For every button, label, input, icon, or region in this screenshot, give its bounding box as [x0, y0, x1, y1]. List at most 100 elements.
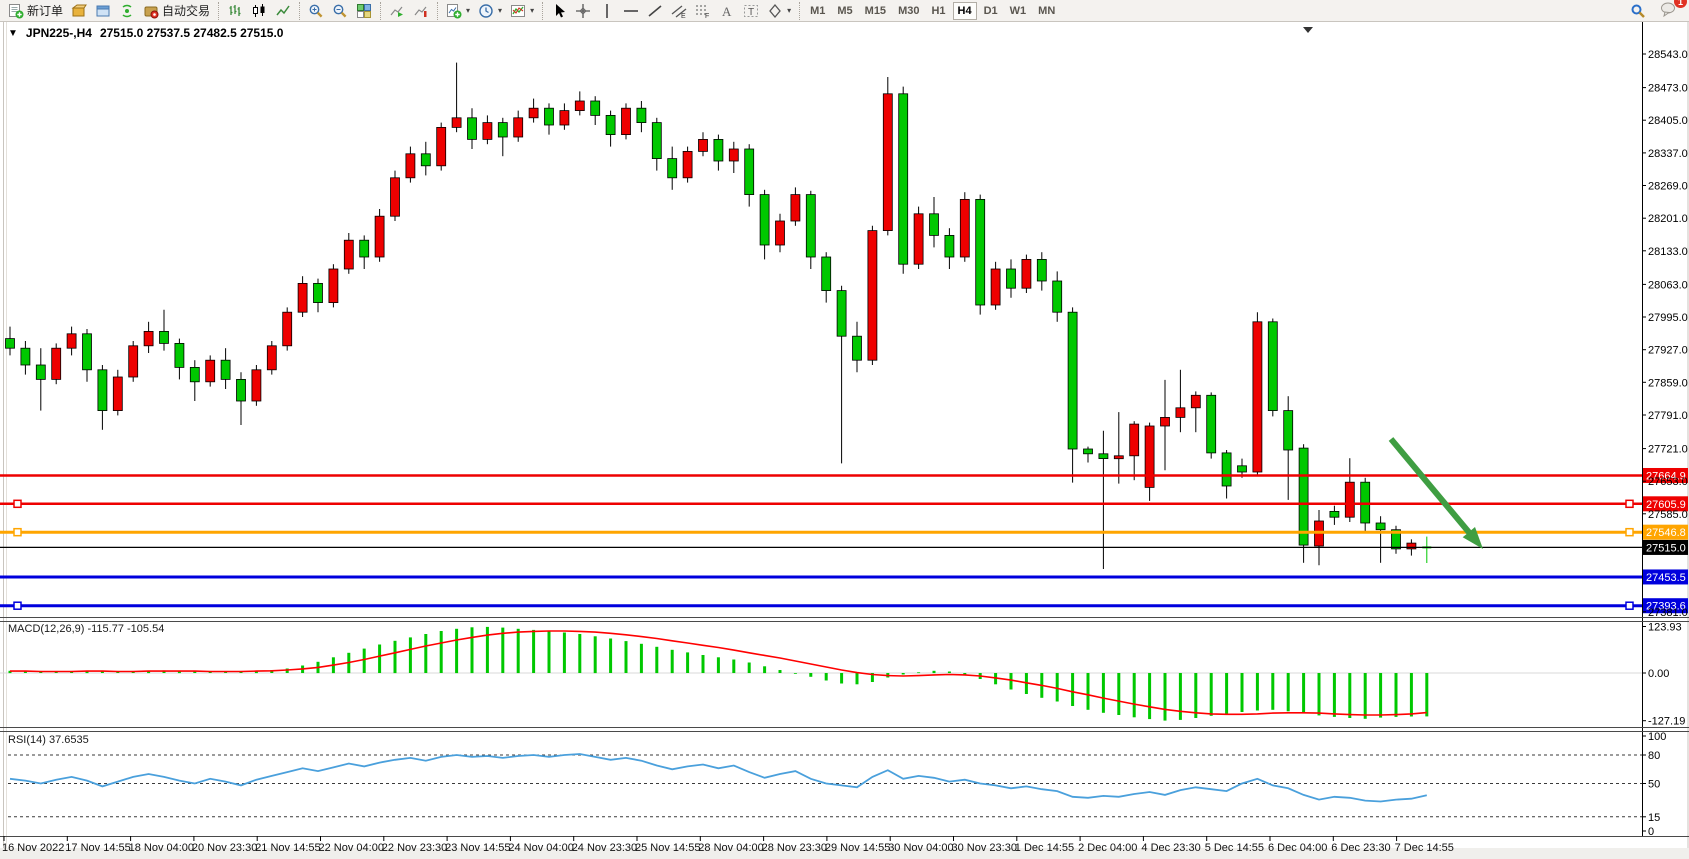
new-chart-button[interactable]: ▾	[442, 1, 474, 21]
bars-chart-button[interactable]	[223, 1, 247, 21]
svg-text:28133.0: 28133.0	[1648, 246, 1688, 258]
svg-text:27453.5: 27453.5	[1646, 572, 1686, 584]
toolbar-separator	[542, 1, 544, 20]
svg-text:25 Nov 14:55: 25 Nov 14:55	[635, 842, 700, 854]
dropdown-caret-icon: ▾	[787, 6, 792, 15]
timeframe-m1[interactable]: M1	[805, 2, 830, 20]
crosshair-button[interactable]	[571, 1, 595, 21]
pane-separator[interactable]	[0, 617, 1689, 622]
line-handle[interactable]	[1625, 499, 1634, 509]
toolbar-separator	[437, 1, 439, 20]
dropdown-caret-icon: ▾	[498, 6, 503, 15]
timeframe-h4[interactable]: H4	[952, 1, 977, 20]
price-lines-layer: 27664.9 27605.9 27546.8 27515.0 27453.5 27393…	[0, 467, 1688, 614]
line-handle[interactable]	[13, 601, 22, 610]
new-order-icon	[8, 3, 24, 19]
svg-text:28201.0: 28201.0	[1648, 213, 1688, 225]
channel-button[interactable]: E	[667, 1, 691, 21]
text-icon: A	[719, 3, 735, 19]
svg-text:-127.19: -127.19	[1648, 716, 1685, 728]
tile-windows-button[interactable]	[352, 1, 376, 21]
candles-layer	[5, 62, 1432, 569]
step-forward-button[interactable]	[385, 1, 409, 21]
pane-separator[interactable]	[0, 727, 1689, 732]
timeframe-m30[interactable]: M30	[893, 2, 924, 20]
svg-text:27393.6: 27393.6	[1646, 601, 1686, 613]
chat-button[interactable]	[1656, 0, 1681, 19]
search-button[interactable]	[1626, 1, 1650, 21]
line-handle[interactable]	[1625, 527, 1634, 537]
svg-text:22 Nov 04:00: 22 Nov 04:00	[319, 842, 384, 854]
chart-ohlc-values: 27515.0 27537.5 27482.5 27515.0	[99, 26, 284, 40]
svg-text:28543.0: 28543.0	[1648, 49, 1688, 61]
rsi-pane: 100 80 50 15 0	[8, 731, 1666, 838]
indicator-list-button[interactable]: ▾	[506, 1, 538, 21]
svg-text:100: 100	[1648, 731, 1666, 743]
toolbar: 新订单 自动交易 ▾ ▾ ▾ E F A T ▾ M1 M5 M15 M30 H1 H4 D1 W1 MN 1	[0, 0, 1689, 22]
svg-text:27653.0: 27653.0	[1648, 476, 1688, 488]
rsi-indicator-label: RSI(14) 37.6535	[8, 734, 89, 746]
line-handle[interactable]	[1625, 601, 1634, 610]
svg-text:A: A	[722, 4, 732, 19]
hline-button[interactable]	[619, 1, 643, 21]
period-icon	[478, 3, 494, 19]
step-end-button[interactable]	[409, 1, 433, 21]
chart-shift-marker-icon	[1303, 27, 1313, 33]
svg-text:1 Dec 14:55: 1 Dec 14:55	[1015, 842, 1074, 854]
window-profile-button[interactable]	[91, 1, 115, 21]
zoom-out-button[interactable]	[328, 1, 352, 21]
period-button[interactable]: ▾	[474, 1, 506, 21]
chart-canvas[interactable]: 27664.9 27605.9 27546.8 27515.0 27453.5 27393…	[0, 22, 1689, 859]
annotation-arrow[interactable]	[1388, 437, 1483, 549]
timeframe-d1[interactable]: D1	[979, 2, 1003, 20]
cursor-button[interactable]	[547, 1, 571, 21]
dropdown-caret-icon: ▾	[466, 6, 471, 15]
one-click-expander-icon[interactable]: ▼	[8, 27, 18, 39]
text-button[interactable]: A	[715, 1, 739, 21]
timeframe-bar: M1 M5 M15 M30 H1 H4 D1 W1 MN	[795, 1, 1061, 20]
bars-chart-icon	[227, 3, 243, 19]
text-label-button[interactable]: T	[739, 1, 763, 21]
line-chart-button[interactable]	[271, 1, 295, 21]
svg-text:21 Nov 14:55: 21 Nov 14:55	[255, 842, 320, 854]
svg-text:27791.0: 27791.0	[1648, 410, 1688, 422]
timeframe-w1[interactable]: W1	[1005, 2, 1032, 20]
fibonacci-button[interactable]: F	[691, 1, 715, 21]
line-handle[interactable]	[13, 499, 22, 509]
svg-text:4 Dec 23:30: 4 Dec 23:30	[1141, 842, 1200, 854]
chart-box-button[interactable]	[67, 1, 91, 21]
svg-text:28063.0: 28063.0	[1648, 279, 1688, 291]
shapes-button[interactable]: ▾	[763, 1, 795, 21]
svg-text:27664.9: 27664.9	[1646, 470, 1686, 482]
trendline-button[interactable]	[643, 1, 667, 21]
timeframe-mn[interactable]: MN	[1033, 2, 1060, 20]
candle-chart-button[interactable]	[247, 1, 271, 21]
svg-text:T: T	[748, 7, 754, 18]
svg-text:27381.0: 27381.0	[1648, 607, 1688, 619]
signal-button[interactable]	[115, 1, 139, 21]
svg-text:28473.0: 28473.0	[1648, 83, 1688, 95]
dropdown-caret-icon: ▾	[530, 6, 535, 15]
svg-text:0: 0	[1648, 826, 1654, 838]
svg-text:20 Nov 23:30: 20 Nov 23:30	[192, 842, 257, 854]
svg-text:24 Nov 04:00: 24 Nov 04:00	[508, 842, 573, 854]
vline-button[interactable]	[595, 1, 619, 21]
autotrade-icon	[143, 3, 159, 19]
line-handle[interactable]	[13, 527, 22, 537]
line-chart-icon	[275, 3, 291, 19]
svg-text:27546.8: 27546.8	[1646, 527, 1686, 539]
step-forward-icon	[389, 3, 405, 19]
zoom-in-button[interactable]	[304, 1, 328, 21]
timeframe-h1[interactable]: H1	[926, 2, 950, 20]
svg-text:27995.0: 27995.0	[1648, 312, 1688, 324]
svg-text:15: 15	[1648, 812, 1660, 824]
autotrade-button[interactable]: 自动交易	[139, 1, 214, 21]
timeframe-m5[interactable]: M5	[832, 2, 857, 20]
svg-text:28269.0: 28269.0	[1648, 181, 1688, 193]
new-order-button[interactable]: 新订单	[4, 1, 67, 21]
timeframe-m15[interactable]: M15	[860, 2, 891, 20]
chart-window: 27664.9 27605.9 27546.8 27515.0 27453.5 27393…	[0, 22, 1689, 859]
signal-icon	[119, 3, 135, 19]
toolbar-right: 1	[1626, 0, 1689, 22]
